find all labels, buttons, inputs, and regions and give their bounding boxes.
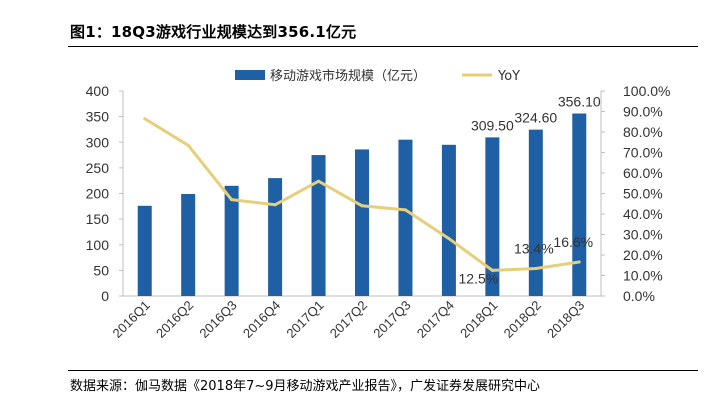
yoy-point	[230, 198, 234, 202]
yoy-point	[143, 117, 147, 121]
bar	[441, 144, 456, 296]
legend-bar-label: 移动游戏市场规模（亿元）	[270, 68, 426, 84]
line-series	[143, 117, 581, 272]
bar	[137, 205, 152, 296]
chart-legend: 移动游戏市场规模（亿元） YoY	[235, 68, 520, 84]
left-tick-label: 150	[86, 211, 110, 227]
bar	[224, 185, 239, 296]
yoy-value-label: 12.5%	[459, 270, 499, 286]
legend-line-label: YoY	[497, 69, 520, 84]
bar-value-label: 324.60	[514, 110, 557, 126]
yoy-point	[273, 203, 277, 207]
x-tick-label: 2017Q3	[370, 298, 413, 341]
figure-title: 图1：18Q3游戏行业规模达到356.1亿元	[70, 23, 357, 41]
x-tick-label: 2018Q3	[544, 298, 587, 341]
right-tick-label: 40.0%	[623, 206, 663, 222]
yoy-point	[447, 237, 451, 241]
right-tick-label: 20.0%	[623, 247, 663, 263]
bar	[268, 178, 283, 296]
left-tick-label: 50	[93, 262, 109, 278]
right-tick-label: 80.0%	[623, 124, 663, 140]
bar-value-label: 309.50	[471, 117, 514, 133]
right-tick-label: 100.0%	[623, 83, 670, 99]
right-tick-label: 90.0%	[623, 104, 663, 120]
bar	[528, 129, 543, 296]
yoy-value-label: 13.4%	[514, 241, 554, 257]
x-tick-label: 2016Q4	[240, 298, 283, 341]
bar	[311, 155, 326, 296]
left-tick-label: 250	[86, 160, 110, 176]
left-tick-label: 350	[86, 109, 110, 125]
chart-axes: 0 50 100 150 200 250 300 350 400 0.0% 10.0% 20.0% 30…	[86, 83, 671, 341]
yoy-point	[403, 208, 407, 212]
bar	[398, 139, 413, 296]
yoy-point	[317, 179, 321, 183]
yoy-point	[360, 204, 364, 208]
left-tick-label: 400	[86, 83, 110, 99]
bar-series	[137, 113, 587, 296]
bar	[181, 194, 196, 296]
left-tick-label: 200	[86, 186, 110, 202]
right-tick-label: 70.0%	[623, 145, 663, 161]
right-tick-label: 10.0%	[623, 268, 663, 284]
x-tick-label: 2017Q2	[327, 298, 370, 341]
yoy-point	[186, 143, 190, 147]
x-tick-label: 2017Q4	[414, 298, 457, 341]
x-tick-label: 2016Q3	[196, 298, 239, 341]
right-tick-label: 30.0%	[623, 227, 663, 243]
legend-bar-swatch	[235, 70, 265, 80]
left-tick-label: 300	[86, 134, 110, 150]
bar	[572, 113, 587, 296]
right-tick-label: 0.0%	[623, 288, 655, 304]
x-tick-label: 2018Q1	[457, 298, 500, 341]
title-divider	[68, 46, 698, 47]
yoy-point	[534, 267, 538, 271]
yoy-point	[490, 268, 494, 272]
x-tick-label: 2016Q1	[110, 298, 153, 341]
x-tick-label: 2017Q1	[283, 298, 326, 341]
right-tick-label: 50.0%	[623, 186, 663, 202]
bar	[485, 137, 500, 296]
bar-value-label: 356.10	[558, 93, 601, 109]
right-tick-label: 60.0%	[623, 165, 663, 181]
yoy-value-label: 16.6%	[553, 234, 593, 250]
left-tick-label: 0	[101, 288, 109, 304]
source-divider	[68, 370, 698, 371]
bar	[355, 149, 369, 296]
yoy-point	[577, 260, 581, 264]
source-note: 数据来源：伽马数据《2018年7~9月移动游戏产业报告》，广发证券发展研究中心	[70, 379, 541, 394]
left-tick-label: 100	[86, 237, 110, 253]
x-tick-label: 2016Q2	[153, 298, 196, 341]
x-tick-label: 2018Q2	[501, 298, 544, 341]
